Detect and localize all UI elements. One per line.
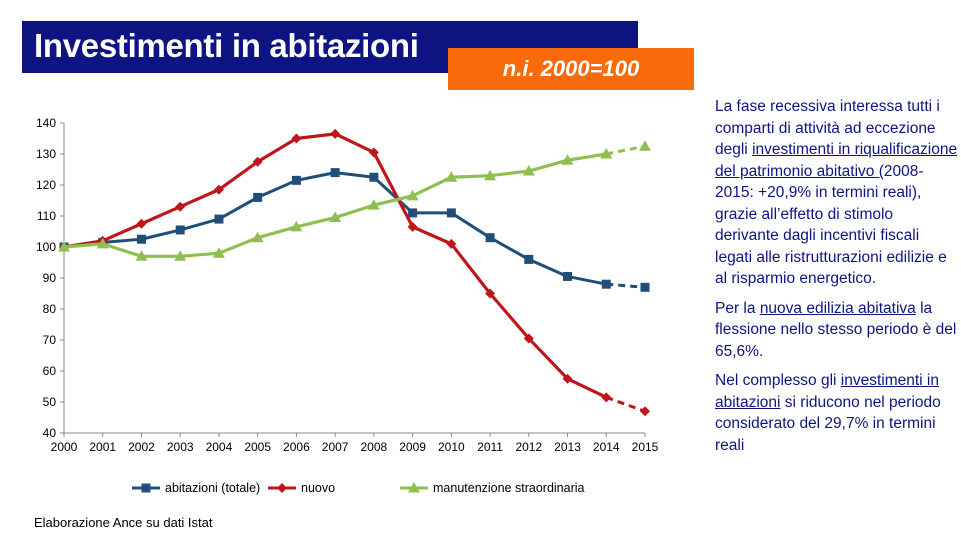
x-tick-label: 2005 [244, 440, 271, 454]
x-tick-label: 2009 [399, 440, 426, 454]
data-point-0 [369, 172, 379, 182]
data-point-2 [639, 140, 651, 151]
legend-label-0: abitazioni (totale) [165, 481, 260, 495]
p1-text-b: 2008-2015: +20,9% in termini reali), gra… [715, 162, 947, 288]
data-point-1 [175, 201, 186, 212]
data-point-1 [330, 128, 341, 139]
x-tick-label: 2007 [322, 440, 349, 454]
data-point-0 [175, 225, 185, 235]
y-tick-label: 60 [43, 364, 57, 378]
x-tick-label: 2012 [515, 440, 542, 454]
data-point-0 [253, 192, 263, 202]
data-point-0 [524, 254, 534, 264]
y-tick-label: 80 [43, 302, 57, 316]
p1-text-a: La fase recessiva interessa tutti i comp… [715, 98, 940, 158]
data-point-1 [407, 221, 418, 232]
legend-marker-2 [408, 482, 420, 493]
p3-text-a: Nel complesso gli [715, 372, 841, 389]
y-tick-label: 140 [36, 116, 56, 130]
x-tick-label: 2002 [128, 440, 155, 454]
data-point-1 [136, 218, 147, 229]
data-point-1 [640, 406, 650, 417]
data-point-1 [601, 392, 612, 403]
data-point-0 [485, 233, 495, 243]
data-point-1 [368, 147, 379, 158]
series-line-0 [63, 171, 607, 286]
y-tick-label: 90 [43, 271, 57, 285]
data-point-0 [446, 208, 456, 218]
data-point-0 [214, 214, 224, 224]
data-point-1 [523, 333, 534, 344]
x-tick-label: 2003 [167, 440, 194, 454]
series-dashed-segment-0 [606, 282, 646, 289]
data-point-1 [213, 184, 224, 195]
x-tick-label: 2004 [206, 440, 233, 454]
data-point-0 [601, 279, 611, 289]
page-title: Investimenti in abitazioni [34, 27, 419, 64]
x-tick-label: 2008 [361, 440, 388, 454]
x-tick-label: 2014 [593, 440, 620, 454]
y-tick-label: 100 [36, 240, 56, 254]
data-point-1 [252, 156, 263, 167]
data-point-0 [640, 282, 650, 292]
data-point-2 [58, 241, 70, 252]
data-point-1 [562, 373, 573, 384]
data-point-2 [600, 148, 613, 159]
data-point-2 [445, 171, 458, 182]
data-point-2 [484, 169, 497, 181]
data-point-2 [522, 165, 535, 176]
commentary-paragraph-1: La fase recessiva interessa tutti i comp… [715, 96, 959, 290]
y-tick-label: 40 [43, 426, 57, 440]
y-tick-label: 70 [43, 333, 57, 347]
data-point-2 [406, 189, 419, 201]
series-dashed-segment-2 [605, 144, 646, 156]
p2-text-a: Per la [715, 299, 760, 317]
x-tick-label: 2000 [51, 440, 78, 454]
p2-underlined: nuova edilizia abitativa [759, 299, 916, 317]
x-tick-label: 2010 [438, 440, 465, 454]
x-tick-label: 2006 [283, 440, 310, 454]
title-bar: Investimenti in abitazioni [22, 21, 638, 73]
y-tick-label: 110 [37, 209, 56, 223]
legend-label-1: nuovo [301, 481, 335, 495]
data-point-0 [330, 168, 340, 178]
y-tick-label: 50 [43, 395, 57, 409]
p3-text-b: si riducono nel periodo considerato del … [715, 393, 941, 454]
y-tick-label: 130 [36, 147, 56, 161]
data-point-2 [561, 154, 574, 165]
data-point-1 [446, 238, 457, 249]
index-badge: n.i. 2000=100 [448, 48, 694, 90]
p2-text-b: la flessione nello stesso periodo è del … [715, 299, 957, 360]
data-point-0 [136, 234, 146, 244]
data-point-2 [212, 247, 225, 258]
data-point-0 [408, 208, 418, 218]
data-point-2 [96, 237, 109, 249]
side-commentary: La fase recessiva interessa tutti i comp… [715, 96, 959, 464]
commentary-paragraph-2: Per la nuova edilizia abitativa la fless… [715, 298, 959, 363]
x-tick-label: 2013 [554, 440, 581, 454]
data-point-2 [329, 211, 342, 223]
data-point-2 [367, 199, 380, 210]
series-dashed-segment-1 [605, 395, 646, 413]
data-point-2 [135, 250, 148, 261]
data-point-0 [563, 271, 573, 281]
x-tick-label: 2015 [632, 440, 659, 454]
data-point-2 [174, 250, 187, 261]
data-point-0 [291, 175, 301, 185]
x-tick-label: 2001 [89, 440, 116, 454]
source-note: Elaborazione Ance su dati Istat [34, 515, 213, 530]
legend-marker-0 [141, 483, 151, 493]
y-tick-label: 120 [36, 178, 56, 192]
data-point-1 [485, 288, 496, 299]
commentary-paragraph-3: Nel complesso gli investimenti in abitaz… [715, 370, 959, 456]
legend-label-2: manutenzione straordinaria [433, 481, 585, 495]
x-tick-label: 2011 [477, 440, 503, 454]
data-point-1 [291, 133, 302, 144]
data-point-2 [251, 231, 264, 243]
data-point-2 [290, 220, 303, 232]
p1-underlined: investimenti in riqualificazione del pat… [715, 141, 958, 180]
legend-marker-1 [277, 483, 287, 493]
p3-underlined: investimenti in abitazioni [715, 372, 939, 411]
